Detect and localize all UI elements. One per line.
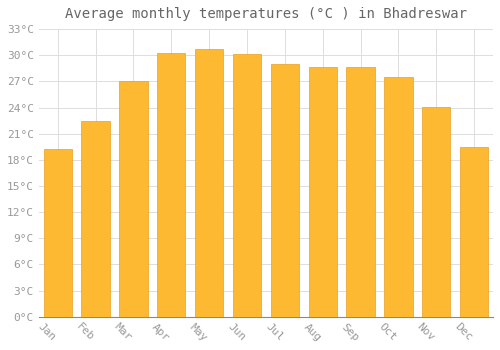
Bar (233, 54, 261, 317)
Bar (44, 149, 72, 317)
Bar (308, 66, 337, 317)
Bar (270, 64, 299, 317)
Bar (195, 49, 224, 317)
Bar (119, 81, 148, 317)
Bar (422, 107, 450, 317)
Bar (82, 121, 110, 317)
Title: Average monthly temperatures (°C ) in Bhadreswar: Average monthly temperatures (°C ) in Bh… (65, 7, 467, 21)
Bar (460, 147, 488, 317)
Bar (157, 54, 186, 317)
Bar (346, 66, 375, 317)
Bar (384, 77, 412, 317)
